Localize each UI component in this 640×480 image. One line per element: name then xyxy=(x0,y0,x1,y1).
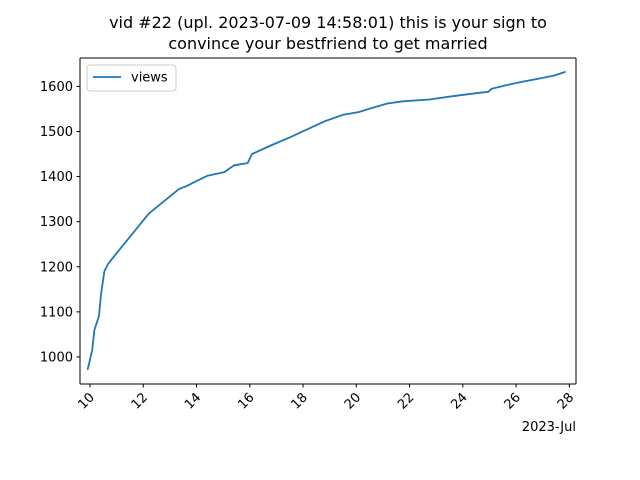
chart-title-line-2: convince your bestfriend to get married xyxy=(168,34,487,53)
y-tick-label: 1600 xyxy=(40,80,73,95)
y-tick-label: 1400 xyxy=(40,170,73,185)
x-tick-label: 16 xyxy=(235,390,257,412)
legend: views xyxy=(86,64,177,92)
y-tick-label: 1300 xyxy=(40,215,73,230)
plot-area xyxy=(80,58,576,384)
x-tick-label: 22 xyxy=(395,390,417,412)
y-tick-label: 1500 xyxy=(40,125,73,140)
chart-title-line-1: vid #22 (upl. 2023-07-09 14:58:01) this … xyxy=(109,13,547,32)
x-tick-label: 18 xyxy=(289,390,311,412)
series-views-line xyxy=(86,71,566,370)
y-tick-label: 1000 xyxy=(40,350,73,365)
x-tick-label: 14 xyxy=(182,390,204,412)
x-tick-label: 10 xyxy=(76,390,98,412)
y-tick-label: 1100 xyxy=(40,305,73,320)
y-tick-label: 1200 xyxy=(40,260,73,275)
x-tick-label: 20 xyxy=(342,390,364,412)
x-tick-label: 24 xyxy=(448,390,470,412)
x-tick-label: 12 xyxy=(129,390,151,412)
x-tick-label: 26 xyxy=(502,390,524,412)
legend-label-views: views xyxy=(131,71,168,86)
legend-box xyxy=(86,64,177,92)
x-axis-ticks: 10 12 14 16 18 20 22 24 26 28 xyxy=(76,384,577,413)
plot-frame xyxy=(79,57,577,385)
y-axis-ticks: 1000 1100 1200 1300 1400 1500 1600 xyxy=(40,80,80,365)
x-tick-label: 28 xyxy=(555,390,577,412)
x-axis-offset-label: 2023-Jul xyxy=(522,420,576,435)
